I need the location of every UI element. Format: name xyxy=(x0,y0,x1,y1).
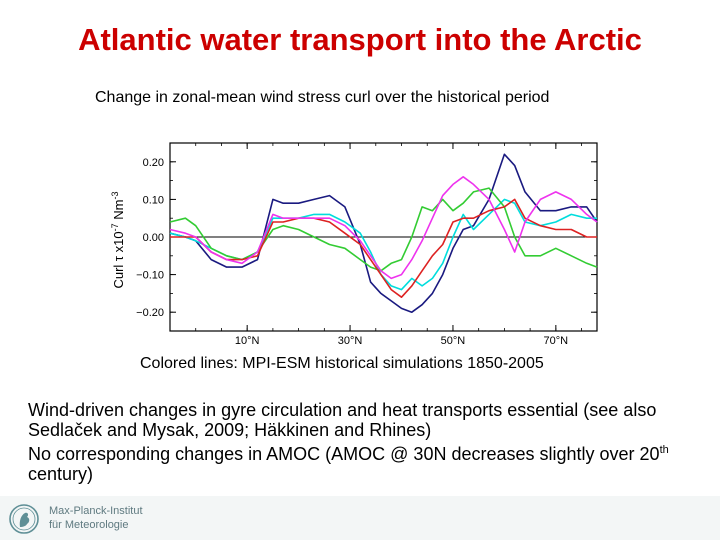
y-tick-label: 0.00 xyxy=(143,232,164,244)
series-line-3 xyxy=(169,187,598,272)
y-axis-label-unit-exponent: -3 xyxy=(110,191,120,199)
y-axis-label-main: Curl τ x10 xyxy=(111,231,126,288)
logo-line-1: Max-Planck-Institut xyxy=(49,505,143,517)
series-line-5 xyxy=(169,175,598,280)
logo-line-2: für Meteorologie xyxy=(49,519,129,531)
x-tick-label: 70°N xyxy=(544,335,569,347)
x-tick-label: 10°N xyxy=(235,335,260,347)
paragraph-2-end: century) xyxy=(28,464,94,484)
series-line-2 xyxy=(169,198,597,291)
series-line-1 xyxy=(169,153,598,313)
paragraph-1: Wind-driven changes in gyre circulation … xyxy=(28,400,657,440)
x-tick-label: 50°N xyxy=(441,335,466,347)
page-title: Atlantic water transport into the Arctic xyxy=(78,22,642,57)
y-axis-label: Curl τ x10-7 Nm-3 xyxy=(110,191,126,288)
institute-logo-text: Max-Planck-Institut für Meteorologie xyxy=(49,504,143,532)
series-line-4 xyxy=(170,198,597,298)
paragraph-2-superscript: th xyxy=(659,444,669,456)
chart-subtitle: Change in zonal-mean wind stress curl ov… xyxy=(95,89,550,106)
x-tick-label: 30°N xyxy=(338,335,363,347)
y-tick-label: 0.10 xyxy=(143,194,164,206)
y-axis-label-unit: Nm xyxy=(111,200,126,224)
y-tick-label: −0.10 xyxy=(136,270,164,282)
minerva-logo-icon xyxy=(9,504,39,534)
paragraph-2: No corresponding changes in AMOC (AMOC @… xyxy=(28,440,708,484)
paragraph-2-main: No corresponding changes in AMOC (AMOC @… xyxy=(28,444,660,464)
chart-caption: Colored lines: MPI-ESM historical simula… xyxy=(140,355,544,372)
body-text: Wind-driven changes in gyre circulation … xyxy=(28,400,708,484)
plot-area: −0.20 −0.10 0.00 0.10 0.20 10°N 30°N 50°N 70°N xyxy=(136,142,598,347)
y-axis-label-group: Curl τ x10-7 Nm-3 xyxy=(110,191,126,288)
y-tick-label: 0.20 xyxy=(143,157,164,169)
y-axis-label-exponent: -7 xyxy=(110,223,120,231)
y-tick-label: −0.20 xyxy=(136,307,164,319)
footer-bar: Max-Planck-Institut für Meteorologie xyxy=(0,496,720,540)
line-chart: Curl τ x10-7 Nm-3 −0.20 −0.10 0.00 0.10 0.20… xyxy=(110,142,598,347)
